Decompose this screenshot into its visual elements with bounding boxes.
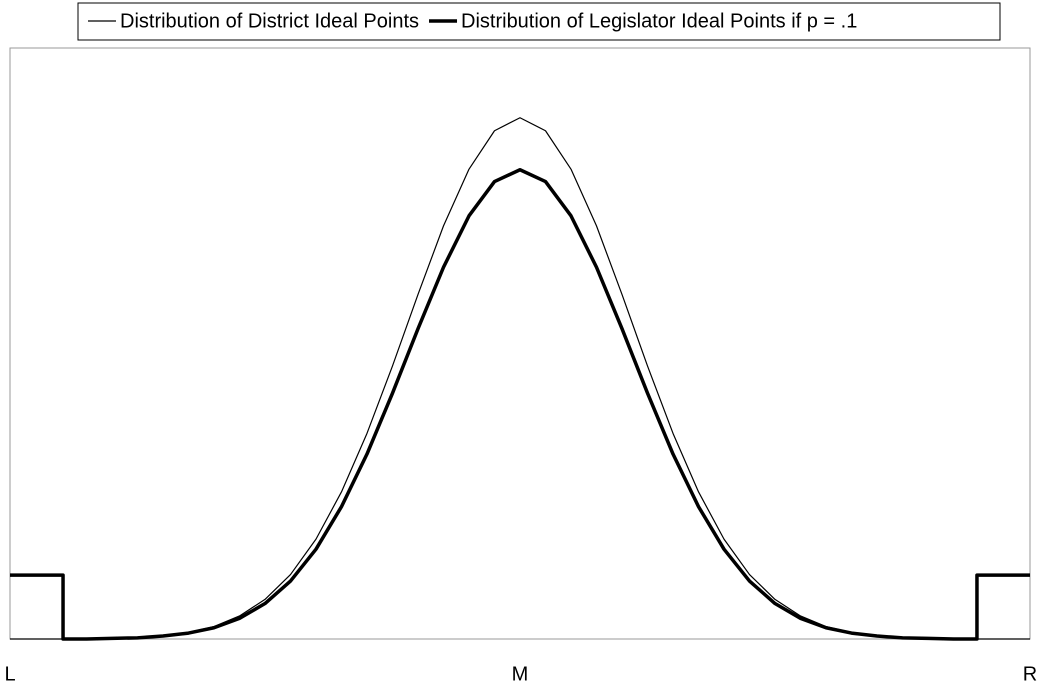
plot-frame (9, 47, 1031, 640)
series-line (10, 168, 1030, 641)
legend-box (77, 2, 1001, 41)
series-line (10, 117, 1030, 640)
legend-label: Distribution of District Ideal Points (120, 10, 419, 32)
legend-label: Distribution of Legislator Ideal Points … (461, 10, 857, 32)
x-tick-label: R (1023, 663, 1037, 685)
x-tick-label: L (4, 663, 15, 685)
x-tick-label: M (512, 663, 529, 685)
